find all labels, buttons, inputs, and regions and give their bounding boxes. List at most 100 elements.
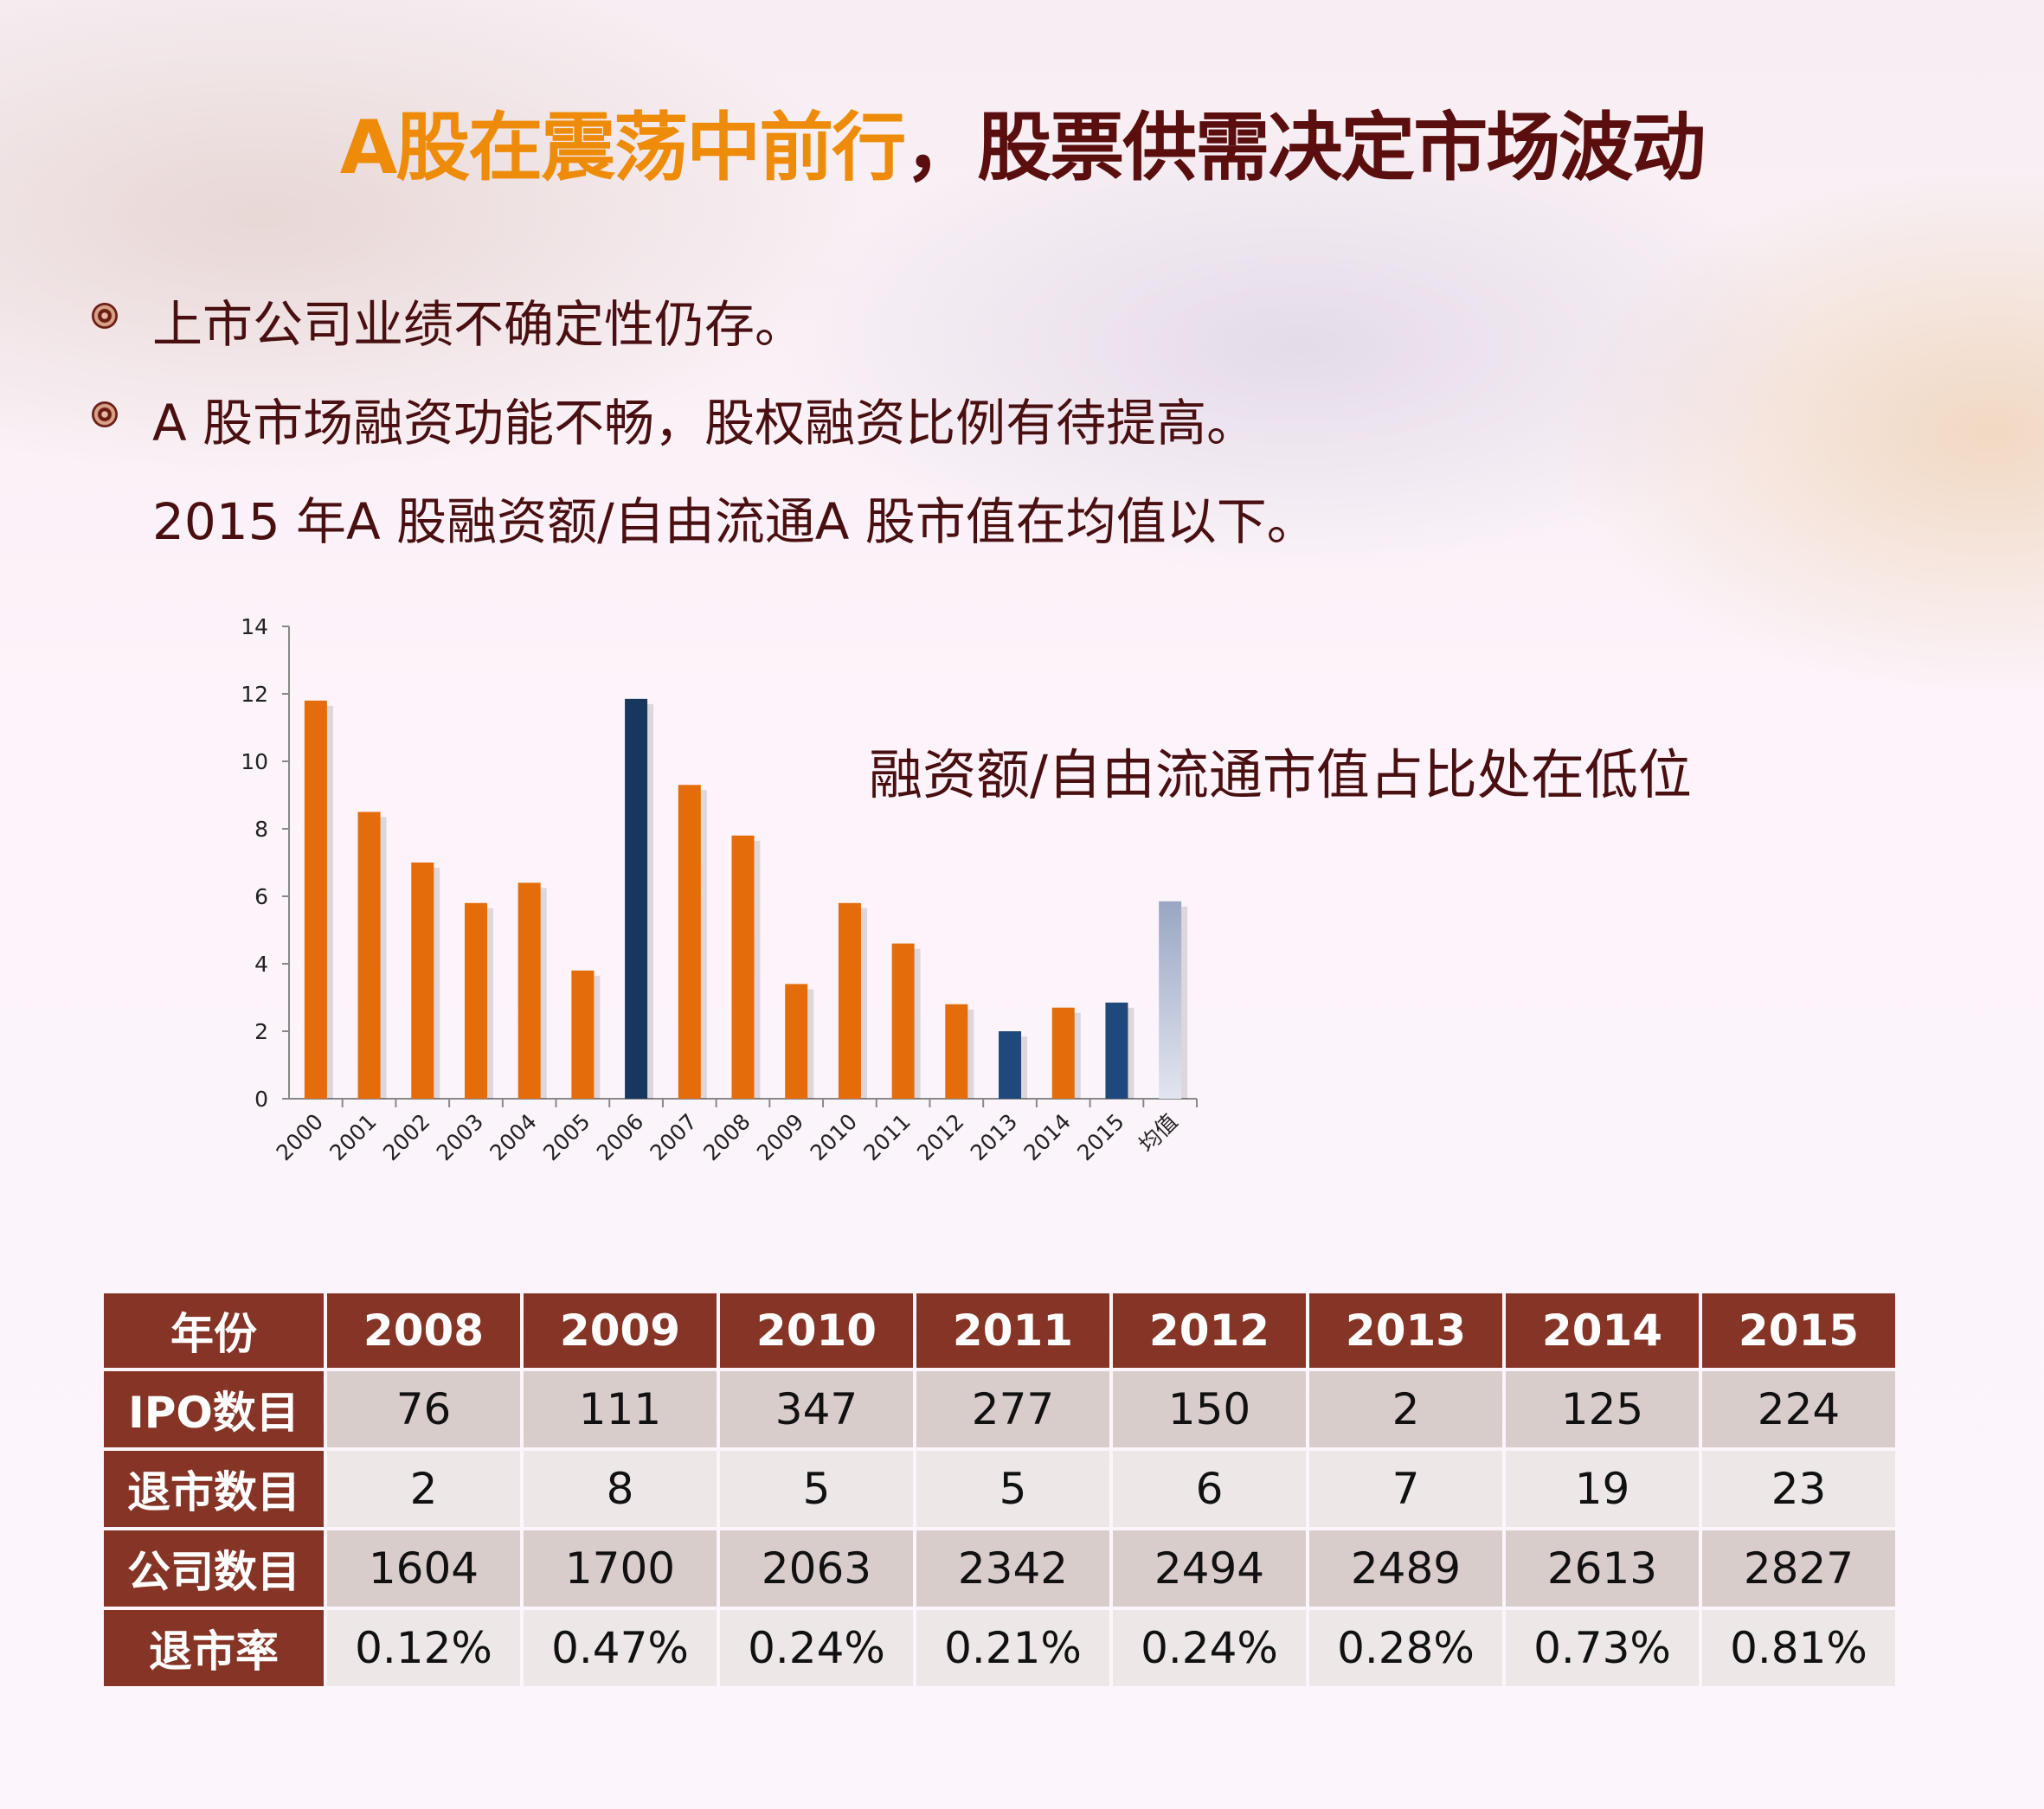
table-cell: 19: [1506, 1451, 1699, 1527]
table-cell: 2010: [720, 1293, 913, 1368]
x-tick-label: 2006: [592, 1109, 648, 1165]
table-cell: 2342: [916, 1530, 1109, 1607]
bullet-icon: [92, 401, 118, 427]
table-cell: 2: [327, 1451, 520, 1527]
x-tick-label: 2005: [538, 1109, 595, 1165]
x-tick-label: 2014: [1019, 1109, 1075, 1165]
bar-2010: [838, 902, 861, 1099]
row-label: 公司数目: [104, 1530, 324, 1607]
bar-2002: [411, 863, 434, 1099]
table-cell: 2012: [1113, 1293, 1306, 1368]
bar-2003: [464, 902, 487, 1099]
bar-2001: [357, 811, 381, 1099]
table-cell: 2011: [916, 1293, 1109, 1368]
row-label: 退市率: [104, 1610, 324, 1686]
x-tick-label: 2009: [752, 1109, 808, 1165]
bar-2011: [891, 943, 915, 1099]
y-tick-label: 2: [254, 1019, 268, 1044]
table-cell: 2494: [1113, 1530, 1306, 1607]
table-cell: 2009: [524, 1293, 717, 1368]
table-cell: 2008: [327, 1293, 520, 1368]
bar-2006: [625, 698, 648, 1099]
y-tick-label: 6: [254, 884, 268, 909]
y-tick-label: 12: [241, 682, 268, 707]
table-cell: 2063: [720, 1530, 913, 1607]
x-tick-label: 2002: [378, 1109, 434, 1165]
table-cell: 0.21%: [916, 1610, 1109, 1686]
row-label: IPO数目: [104, 1371, 324, 1447]
bar-2005: [571, 970, 595, 1099]
y-tick-label: 14: [241, 614, 268, 639]
table-cell: 2489: [1309, 1530, 1502, 1607]
x-tick-label: 2012: [912, 1109, 968, 1165]
table-cell: 0.24%: [720, 1610, 913, 1686]
chart-annotation: 融资额/自由流通市值占比处在低位: [869, 743, 1692, 806]
bullet-icon: [92, 303, 118, 329]
table-row: 退市率 0.12% 0.47% 0.24% 0.21% 0.24% 0.28% 0.73% 0.…: [104, 1610, 1895, 1686]
table-row: 年份 2008 2009 2010 2011 2012 2013 2014 2015: [104, 1293, 1895, 1368]
table-cell: 2014: [1506, 1293, 1699, 1368]
table-cell: 0.81%: [1702, 1610, 1895, 1686]
x-tick-label: 2007: [646, 1109, 702, 1165]
bar-2008: [731, 835, 755, 1099]
table-cell: 1604: [327, 1530, 520, 1607]
table-cell: 2613: [1506, 1530, 1699, 1607]
bar-2004: [517, 882, 541, 1099]
table-cell: 8: [524, 1451, 717, 1527]
table-cell: 277: [916, 1371, 1109, 1447]
bar-2013: [999, 1031, 1022, 1099]
x-tick-label: 2001: [325, 1109, 381, 1165]
table-cell: 2013: [1309, 1293, 1502, 1368]
x-tick-label: 2013: [966, 1109, 1022, 1165]
table-cell: 6: [1113, 1451, 1306, 1527]
bullet-text: 上市公司业绩不确定性仍存。: [152, 295, 806, 354]
row-label: 退市数目: [104, 1451, 324, 1527]
table-cell: 76: [327, 1371, 520, 1447]
table-cell: 0.47%: [524, 1610, 717, 1686]
x-tick-label: 2000: [272, 1109, 328, 1165]
table-cell: 2015: [1702, 1293, 1895, 1368]
x-tick-label: 均值: [1134, 1109, 1183, 1158]
table-cell: 1700: [524, 1530, 717, 1607]
x-tick-label: 2011: [858, 1109, 915, 1165]
table-cell: 0.28%: [1309, 1610, 1502, 1686]
y-tick-label: 10: [241, 749, 268, 774]
bar-2007: [678, 785, 701, 1099]
table-cell: 224: [1702, 1371, 1895, 1447]
x-tick-label: 2008: [698, 1109, 755, 1165]
table-cell: 111: [524, 1371, 717, 1447]
bullet-text: 2015 年A 股融资额/自由流通A 股市值在均值以下。: [152, 492, 1317, 551]
bar-均值: [1159, 901, 1182, 1099]
table-row: 公司数目 1604 1700 2063 2342 2494 2489 2613 2827: [104, 1530, 1895, 1607]
table-cell: 0.12%: [327, 1610, 520, 1686]
table-cell: 0.24%: [1113, 1610, 1306, 1686]
x-tick-label: 2003: [432, 1109, 488, 1165]
table-cell: 347: [720, 1371, 913, 1447]
x-tick-label: 2010: [806, 1109, 862, 1165]
bar-chart: 0246810121420002001200220032004200520062…: [241, 614, 1198, 1165]
ipo-table: 年份 2008 2009 2010 2011 2012 2013 2014 2015 IPO数目 7…: [100, 1290, 1899, 1690]
table-cell: 0.73%: [1506, 1610, 1699, 1686]
table-cell: 5: [720, 1451, 913, 1527]
x-tick-label: 2004: [485, 1109, 541, 1165]
y-tick-label: 4: [254, 952, 268, 977]
y-tick-label: 0: [254, 1087, 268, 1112]
bar-2009: [785, 984, 808, 1099]
table-row: IPO数目 76 111 347 277 150 2 125 224: [104, 1371, 1895, 1447]
table-cell: 7: [1309, 1451, 1502, 1527]
table-cell: 2: [1309, 1371, 1502, 1447]
table-row: 退市数目 2 8 5 5 6 7 19 23: [104, 1451, 1895, 1527]
bullet-text: A 股市场融资功能不畅，股权融资比例有待提高。: [152, 394, 1257, 452]
table-cell: 5: [916, 1451, 1109, 1527]
x-tick-label: 2015: [1072, 1109, 1128, 1165]
bar-2014: [1051, 1007, 1075, 1099]
bar-2015: [1105, 1002, 1128, 1099]
bar-2012: [945, 1004, 968, 1099]
row-label: 年份: [104, 1293, 324, 1368]
y-tick-label: 8: [254, 817, 268, 842]
table-cell: 23: [1702, 1451, 1895, 1527]
table-cell: 150: [1113, 1371, 1306, 1447]
table-cell: 2827: [1702, 1530, 1895, 1607]
page-title: A股在震荡中前行，股票供需决定市场波动: [339, 105, 1707, 191]
table-cell: 125: [1506, 1371, 1699, 1447]
